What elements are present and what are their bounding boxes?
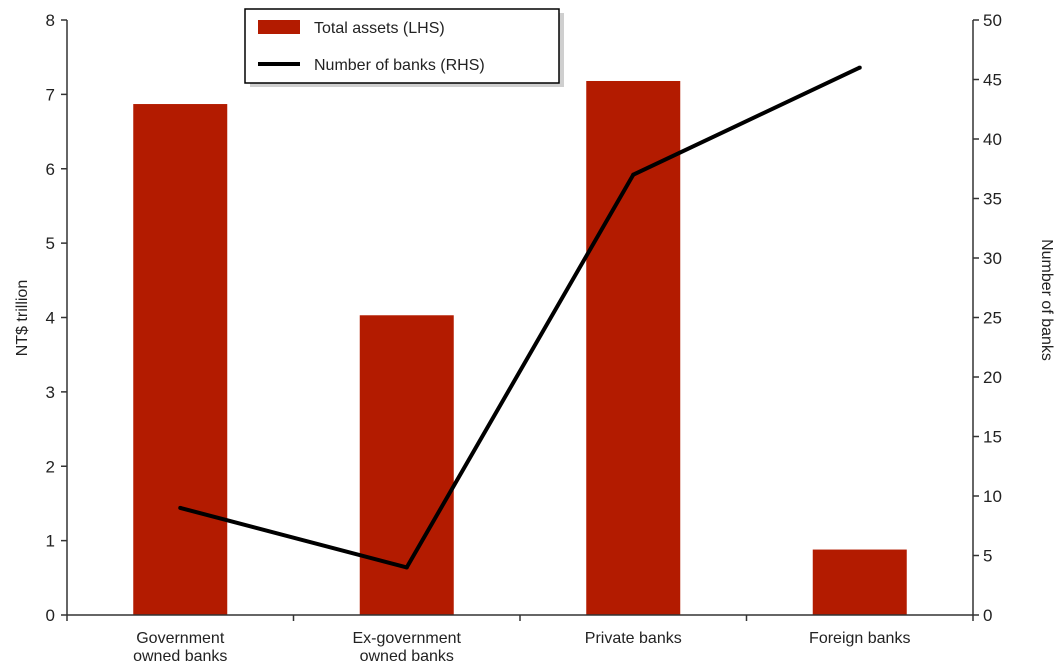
- y-right-tick-label: 10: [983, 487, 1002, 506]
- bar-1: [359, 315, 454, 615]
- line-point-3: [857, 65, 862, 70]
- y-right-tick-label: 45: [983, 71, 1002, 90]
- legend-label-line: Number of banks (RHS): [314, 57, 485, 74]
- line-point-0: [178, 505, 183, 510]
- bars: [133, 80, 907, 616]
- y-left-tick-label: 4: [46, 309, 55, 328]
- y-left-tick-label: 7: [46, 85, 55, 104]
- x-category-label: Ex-government owned banks: [353, 630, 462, 665]
- y-left-tick-label: 0: [46, 606, 55, 625]
- x-category-label: Government owned banks: [133, 630, 227, 665]
- line-layer: [178, 65, 862, 570]
- bar-2: [586, 80, 681, 616]
- legend-swatch-bar: [258, 20, 300, 34]
- axes: [61, 19, 979, 621]
- y-left-tick-label: 8: [46, 11, 55, 30]
- y-right-tick-label: 5: [983, 547, 992, 566]
- y-axis-left-title: NT$ trillion: [14, 280, 31, 356]
- y-right-tick-label: 30: [983, 249, 1002, 268]
- y-left-tick-label: 1: [46, 532, 55, 551]
- y-left-tick-label: 5: [46, 234, 55, 253]
- line-point-1: [404, 565, 409, 570]
- x-category-label: Foreign banks: [809, 630, 910, 647]
- y-right-tick-label: 50: [983, 11, 1002, 30]
- y-axis-right-title: Number of banks: [1038, 239, 1055, 361]
- bar-0: [133, 104, 228, 615]
- y-left-tick-label: 6: [46, 160, 55, 179]
- y-right-tick-label: 15: [983, 428, 1002, 447]
- bar-3: [812, 549, 907, 615]
- y-right-tick-label: 0: [983, 606, 992, 625]
- y-right-tick-label: 25: [983, 309, 1002, 328]
- y-right-tick-label: 20: [983, 368, 1002, 387]
- y-left-tick-label: 2: [46, 457, 55, 476]
- legend: Total assets (LHS) Number of banks (RHS): [244, 8, 564, 87]
- legend-label-bar: Total assets (LHS): [314, 20, 445, 37]
- line-point-2: [631, 172, 636, 177]
- y-left-tick-label: 3: [46, 383, 55, 402]
- x-category-label: Private banks: [585, 630, 682, 647]
- y-right-tick-label: 35: [983, 190, 1002, 209]
- line-series-number-of-banks: [179, 65, 861, 570]
- y-right-tick-label: 40: [983, 130, 1002, 149]
